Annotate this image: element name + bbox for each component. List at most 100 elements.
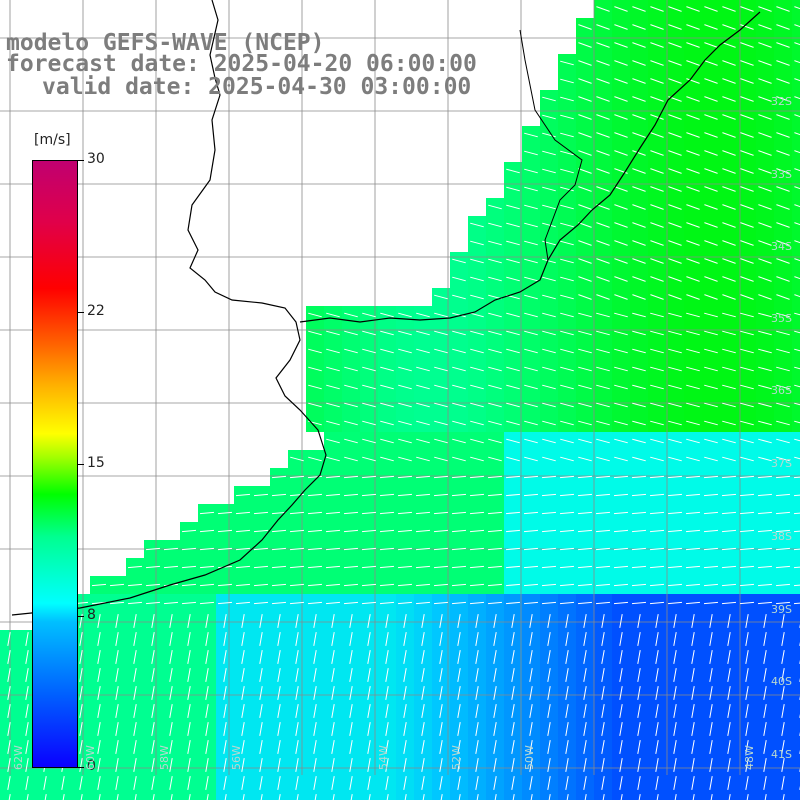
wind-arrow: [506, 312, 520, 318]
wind-arrow: [259, 668, 263, 682]
wind-arrow: [7, 704, 11, 718]
wind-arrow: [722, 78, 736, 84]
wind-arrow: [746, 794, 749, 800]
wind-arrow: [776, 78, 790, 84]
wind-cell: [270, 792, 288, 800]
wind-arrow: [722, 24, 736, 30]
wind-arrow: [385, 704, 389, 718]
wind-arrow: [596, 348, 610, 354]
wind-arrow: [542, 366, 556, 372]
wind-cell: [90, 792, 108, 800]
wind-arrow: [326, 420, 340, 426]
wind-arrow: [758, 366, 772, 372]
wind-arrow: [505, 529, 521, 533]
wind-arrow: [289, 475, 305, 479]
wind-arrow: [253, 529, 269, 533]
wind-arrow: [79, 740, 83, 754]
wind-arrow: [97, 740, 101, 754]
colorbar-tick-mark: [78, 464, 84, 465]
wind-arrow: [632, 258, 646, 264]
wind-arrow: [475, 614, 479, 628]
wind-arrow: [308, 402, 322, 408]
wind-arrow: [650, 6, 664, 12]
wind-arrow: [763, 776, 767, 790]
wind-arrow: [541, 475, 557, 479]
wind-arrow: [361, 511, 377, 515]
wind-arrow: [565, 668, 569, 682]
wind-arrow: [115, 650, 119, 664]
wind-arrow: [745, 740, 749, 754]
wind-arrow: [451, 547, 467, 551]
wind-arrow: [133, 758, 137, 772]
wind-arrow: [583, 686, 587, 700]
wind-arrow: [205, 650, 209, 664]
wind-arrow: [169, 650, 173, 664]
wind-arrow: [739, 493, 755, 497]
wind-arrow: [596, 420, 610, 426]
wind-arrow: [577, 529, 593, 533]
wind-arrow: [613, 601, 629, 605]
wind-arrow: [704, 186, 718, 192]
wind-arrow: [775, 601, 791, 605]
wind-arrow: [7, 776, 11, 790]
wind-arrow: [565, 776, 569, 790]
wind-arrow: [511, 758, 515, 772]
wind-arrow: [457, 776, 461, 790]
wind-arrow: [385, 668, 389, 682]
wind-arrow: [487, 475, 503, 479]
wind-arrow: [794, 6, 800, 10]
wind-cell: [792, 18, 800, 36]
wind-arrow: [187, 632, 191, 646]
wind-arrow: [758, 168, 772, 174]
wind-arrow: [511, 686, 515, 700]
wind-arrow: [25, 758, 29, 772]
wind-arrow: [169, 740, 173, 754]
wind-arrow: [241, 722, 245, 736]
wind-arrow: [649, 565, 665, 569]
wind-arrow: [344, 402, 358, 408]
wind-arrow: [488, 402, 502, 408]
wind-arrow: [740, 42, 754, 48]
wind-arrow: [241, 668, 245, 682]
wind-arrow: [560, 258, 574, 264]
wind-arrow: [470, 402, 484, 408]
wind-arrow: [632, 204, 646, 210]
wind-arrow: [547, 758, 551, 772]
wind-arrow: [614, 240, 628, 246]
wind-cell: [504, 792, 522, 800]
wind-arrow: [619, 722, 623, 736]
wind-arrow: [277, 758, 281, 772]
wind-arrow: [421, 668, 425, 682]
wind-arrow: [614, 438, 628, 444]
wind-arrow: [506, 384, 520, 390]
wind-arrow: [578, 294, 592, 300]
wind-arrow: [758, 96, 772, 102]
wind-arrow: [740, 420, 754, 426]
wind-arrow: [380, 438, 394, 444]
wind-arrow: [397, 493, 413, 497]
wind-arrow: [403, 686, 407, 700]
wind-arrow: [631, 583, 647, 587]
wind-arrow: [133, 740, 137, 754]
wind-arrow: [475, 740, 479, 754]
wind-arrow: [583, 614, 587, 628]
wind-arrow: [439, 758, 443, 772]
wind-arrow: [691, 686, 695, 700]
wind-arrow: [740, 330, 754, 336]
wind-arrow: [133, 668, 137, 682]
wind-arrow: [470, 366, 484, 372]
wind-arrow: [457, 632, 461, 646]
wind-arrow: [295, 614, 299, 628]
wind-arrow: [776, 204, 790, 210]
wind-arrow: [650, 42, 664, 48]
wind-arrow: [632, 114, 646, 120]
wind-arrow: [758, 114, 772, 120]
wind-arrow: [596, 294, 610, 300]
wind-arrow: [487, 583, 503, 587]
wind-arrow: [704, 294, 718, 300]
wind-arrow: [632, 348, 646, 354]
wind-arrow: [457, 614, 461, 628]
wind-arrow: [577, 601, 593, 605]
wind-cell: [612, 792, 630, 800]
